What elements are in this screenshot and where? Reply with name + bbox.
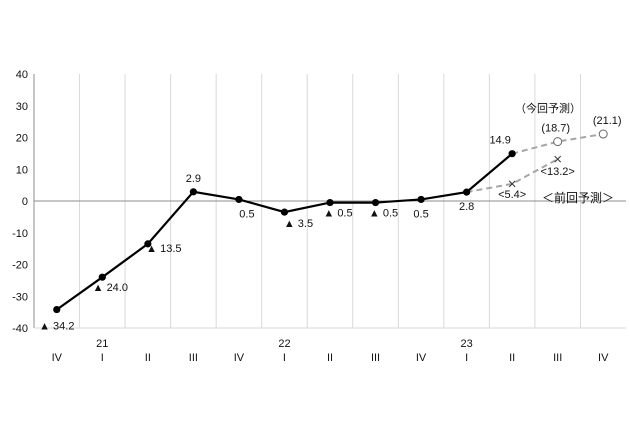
- x-tick-label: IV: [52, 352, 63, 364]
- data-label: ▲ 13.5: [146, 243, 181, 255]
- x-tick-label: II: [145, 352, 151, 364]
- data-point: [189, 188, 197, 196]
- data-point: [144, 240, 152, 248]
- x-tick-label: III: [553, 352, 562, 364]
- year-label: 23: [460, 338, 472, 350]
- x-tick-labels: IV I II III IV I II III IV I II III IV: [52, 352, 610, 364]
- data-label: ▲ 34.2: [39, 321, 74, 333]
- y-tick-label: -30: [12, 291, 28, 303]
- y-tick-label: 0: [22, 196, 28, 208]
- data-labels: ▲ 34.2 ▲ 24.0 ▲ 13.5 2.9 0.5 ▲ 3.5 ▲ 0.5 ▲ 0.5 0…: [39, 115, 622, 333]
- data-label: 2.9: [186, 173, 201, 185]
- previous-forecast-data-label: <13.2>: [541, 166, 575, 178]
- previous-forecast-data-label: <5.4>: [498, 189, 526, 201]
- data-point: [235, 195, 243, 204]
- data-point: [417, 195, 425, 204]
- y-tick-labels: 40 30 20 10 0 -10 -20 -30 -40: [12, 69, 28, 335]
- data-label: ▲ 24.0: [93, 282, 128, 294]
- data-label: ▲ 0.5: [323, 208, 352, 220]
- x-tick-label: III: [371, 352, 380, 364]
- x-marker-stroke: [554, 155, 562, 163]
- x-marker-stroke: [508, 180, 516, 188]
- data-point: [280, 208, 289, 216]
- data-point: [371, 198, 380, 207]
- x-tick-label: II: [327, 352, 333, 364]
- previous-forecast-annotation: ＜前回予測＞: [542, 190, 614, 205]
- data-point: [463, 188, 471, 196]
- current-forecast-line: [511, 133, 604, 155]
- x-tick-label: I: [465, 352, 468, 364]
- data-label: 2.8: [459, 201, 474, 213]
- data-label: 0.5: [239, 208, 254, 220]
- y-tick-label: 10: [16, 164, 28, 176]
- current-forecast-annotation: （今回予測）: [515, 101, 581, 115]
- x-tick-label: I: [283, 352, 286, 364]
- forecast-point: [598, 129, 608, 139]
- year-label: 22: [278, 338, 290, 350]
- x-tick-label: II: [509, 352, 515, 364]
- y-tick-label: 30: [16, 101, 28, 113]
- year-labels: 21 22 23: [96, 338, 473, 350]
- data-point: [53, 305, 61, 314]
- forecast-data-label: (18.7): [541, 123, 570, 135]
- x-tick-label: IV: [598, 352, 609, 364]
- y-tick-label: -10: [12, 228, 28, 240]
- y-tick-label: -40: [12, 323, 28, 335]
- previous-forecast-point: [554, 155, 562, 163]
- x-tick-label: IV: [416, 352, 427, 364]
- data-label: 14.9: [489, 135, 510, 147]
- series-lines: [56, 133, 604, 311]
- x-tick-label: III: [189, 352, 198, 364]
- forecast-data-label: (21.1): [593, 115, 622, 127]
- x-tick-label: IV: [234, 352, 245, 364]
- data-point: [508, 150, 516, 158]
- y-tick-label: -20: [12, 260, 28, 272]
- data-point: [326, 198, 334, 207]
- data-label: ▲ 3.5: [284, 218, 313, 230]
- previous-forecast-point: [508, 180, 516, 188]
- forecast-point: [553, 137, 563, 147]
- x-tick-label: I: [101, 352, 104, 364]
- previous-forecast-line: [466, 158, 559, 194]
- data-points: [53, 129, 608, 314]
- data-point: [98, 273, 106, 281]
- data-label: 0.5: [413, 208, 428, 220]
- y-tick-label: 40: [16, 69, 28, 81]
- year-label: 21: [96, 338, 108, 350]
- y-tick-label: 20: [16, 133, 28, 145]
- data-label: ▲ 0.5: [369, 208, 398, 220]
